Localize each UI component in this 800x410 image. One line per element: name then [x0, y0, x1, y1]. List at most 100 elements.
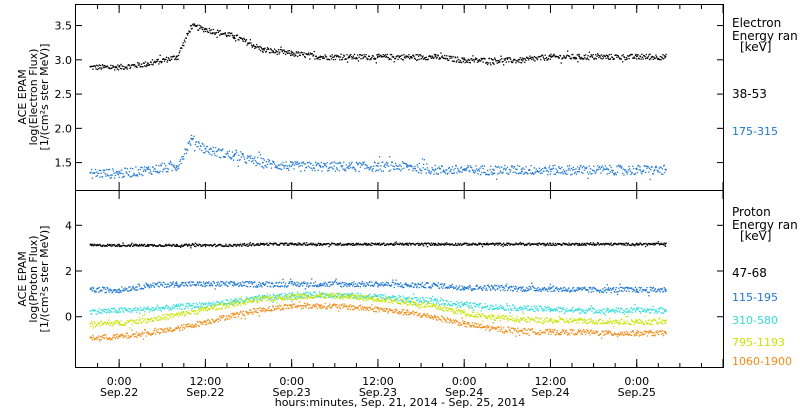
proton-point — [659, 291, 661, 293]
electron-point — [417, 172, 420, 174]
proton-legend-310-580: 310-580 — [732, 314, 778, 327]
electron-point — [538, 167, 541, 169]
proton-point — [491, 308, 493, 310]
proton-point — [178, 245, 180, 247]
proton-point — [350, 293, 352, 295]
electron-point — [564, 57, 566, 59]
electron-point — [508, 61, 510, 63]
electron-point — [572, 57, 574, 59]
electron-point — [379, 168, 381, 170]
proton-point — [620, 286, 622, 288]
electron-point — [163, 58, 165, 60]
proton-point — [169, 315, 171, 317]
electron-point — [353, 57, 355, 60]
proton-point — [174, 245, 177, 247]
electron-point — [623, 174, 625, 176]
electron-point — [433, 173, 435, 175]
electron-point — [409, 56, 411, 58]
proton-point — [531, 243, 533, 245]
proton-point — [95, 244, 97, 246]
proton-point — [177, 315, 179, 317]
electron-point — [219, 34, 221, 36]
proton-point — [392, 279, 394, 281]
electron-point — [240, 151, 242, 153]
proton-point — [203, 281, 205, 283]
proton-point — [419, 284, 422, 286]
electron-point — [303, 52, 305, 54]
proton-point — [634, 286, 637, 288]
proton-point — [217, 245, 219, 247]
electron-point — [630, 53, 633, 56]
electron-point — [558, 57, 560, 59]
proton-point — [142, 288, 145, 290]
proton-point — [606, 291, 608, 294]
proton-point — [610, 242, 612, 244]
proton-point — [590, 286, 592, 289]
electron-point — [559, 55, 562, 57]
electron-point — [502, 171, 504, 173]
proton-point — [393, 281, 395, 284]
time-axis: 0:00Sep.2212:00Sep.220:00Sep.2312:00Sep.… — [97, 5, 724, 399]
proton-point — [143, 284, 145, 286]
electron-point — [313, 50, 315, 53]
electron-point — [421, 158, 424, 160]
proton-legend-1060-1900: 1060-1900 — [732, 355, 792, 368]
proton-point — [460, 289, 462, 291]
electron-point — [160, 60, 162, 63]
electron-point — [382, 56, 384, 58]
proton-point — [189, 304, 191, 307]
proton-point — [658, 310, 660, 312]
proton-point — [397, 243, 399, 245]
proton-point — [608, 243, 610, 245]
electron-point — [312, 55, 314, 57]
proton-point — [575, 243, 578, 245]
proton-point — [487, 308, 489, 310]
proton-point — [603, 243, 605, 245]
proton-point — [378, 242, 381, 244]
electron-point — [112, 168, 114, 170]
proton-point — [189, 245, 191, 247]
electron-point — [444, 172, 447, 174]
proton-point — [310, 293, 312, 296]
electron-point — [209, 30, 211, 32]
proton-data-point — [377, 295, 379, 297]
electron-point — [456, 56, 459, 58]
proton-point — [480, 303, 482, 305]
proton-point — [599, 312, 601, 314]
proton-point — [221, 245, 223, 248]
proton-point — [648, 291, 651, 293]
proton-point — [447, 286, 449, 288]
proton-point — [187, 311, 189, 314]
electron-point — [155, 60, 157, 63]
proton-point — [133, 243, 135, 246]
proton-point — [483, 243, 485, 246]
proton-point — [565, 311, 567, 313]
electron-point — [339, 59, 341, 61]
electron-point — [662, 173, 664, 175]
electron-point — [249, 157, 251, 159]
electron-point — [363, 161, 365, 163]
electron-point — [146, 166, 148, 169]
proton-point — [190, 285, 192, 287]
proton-point — [451, 283, 454, 286]
proton-point — [370, 284, 372, 287]
electron-point — [204, 152, 206, 154]
proton-point — [401, 284, 403, 286]
electron-point — [473, 61, 475, 63]
proton-point — [94, 322, 96, 324]
electron-point — [401, 168, 403, 170]
electron-point — [289, 52, 291, 55]
proton-point — [294, 282, 296, 285]
proton-point — [369, 244, 372, 246]
electron-point — [258, 151, 260, 153]
electron-point — [590, 173, 592, 175]
electron-point — [523, 168, 525, 170]
electron-point — [415, 54, 417, 56]
proton-point — [584, 286, 586, 288]
proton-point — [645, 245, 647, 248]
proton-point — [391, 284, 393, 286]
electron-point — [446, 58, 448, 60]
electron-point — [96, 68, 99, 71]
proton-point — [139, 319, 141, 321]
electron-ytick-label: 3.0 — [55, 54, 73, 67]
